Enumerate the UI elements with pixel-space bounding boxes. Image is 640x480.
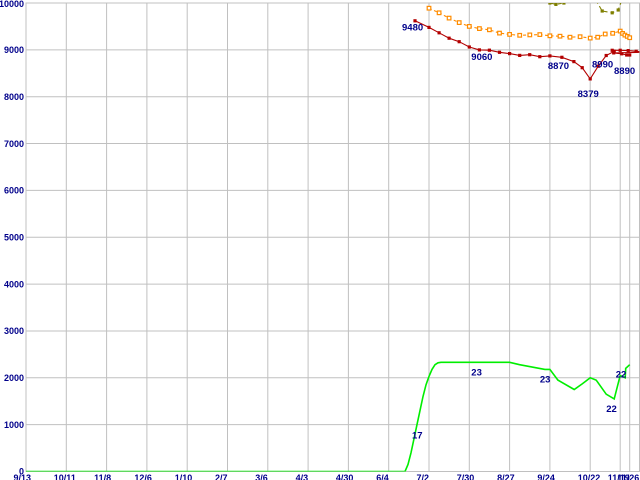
svg-text:8890: 8890 bbox=[614, 66, 635, 77]
svg-text:9000: 9000 bbox=[4, 45, 24, 55]
svg-text:23: 23 bbox=[540, 374, 551, 385]
svg-text:2000: 2000 bbox=[4, 373, 24, 383]
svg-text:8870: 8870 bbox=[548, 61, 569, 72]
svg-text:7/2: 7/2 bbox=[417, 473, 430, 480]
svg-text:9/13: 9/13 bbox=[14, 473, 32, 480]
svg-text:3000: 3000 bbox=[4, 326, 24, 336]
svg-text:17: 17 bbox=[412, 431, 423, 442]
svg-text:22: 22 bbox=[616, 370, 627, 381]
svg-text:4/3: 4/3 bbox=[296, 473, 309, 480]
svg-text:1000: 1000 bbox=[4, 420, 24, 430]
svg-text:6000: 6000 bbox=[4, 186, 24, 196]
svg-text:5000: 5000 bbox=[4, 232, 24, 242]
svg-text:11/26: 11/26 bbox=[617, 473, 639, 480]
svg-text:10/22: 10/22 bbox=[578, 473, 601, 480]
svg-text:8/27: 8/27 bbox=[497, 473, 515, 480]
svg-text:10000: 10000 bbox=[0, 0, 24, 9]
svg-text:9060: 9060 bbox=[471, 52, 492, 63]
svg-text:22: 22 bbox=[606, 404, 617, 415]
svg-text:1/10: 1/10 bbox=[175, 473, 193, 480]
svg-text:6/4: 6/4 bbox=[376, 473, 389, 480]
svg-text:8379: 8379 bbox=[578, 89, 599, 100]
svg-text:23: 23 bbox=[471, 367, 482, 378]
svg-text:7000: 7000 bbox=[4, 139, 24, 149]
svg-text:8000: 8000 bbox=[4, 92, 24, 102]
svg-text:12/6: 12/6 bbox=[134, 473, 152, 480]
svg-text:7/30: 7/30 bbox=[457, 473, 475, 480]
svg-text:9480: 9480 bbox=[402, 22, 423, 33]
svg-text:11/8: 11/8 bbox=[94, 473, 111, 480]
svg-text:9/24: 9/24 bbox=[537, 473, 555, 480]
svg-text:4/30: 4/30 bbox=[336, 473, 354, 480]
svg-text:8990: 8990 bbox=[592, 59, 613, 70]
svg-text:2/7: 2/7 bbox=[215, 473, 228, 480]
svg-text:3/6: 3/6 bbox=[255, 473, 268, 480]
svg-text:4000: 4000 bbox=[4, 279, 24, 289]
svg-text:10/11: 10/11 bbox=[54, 473, 76, 480]
